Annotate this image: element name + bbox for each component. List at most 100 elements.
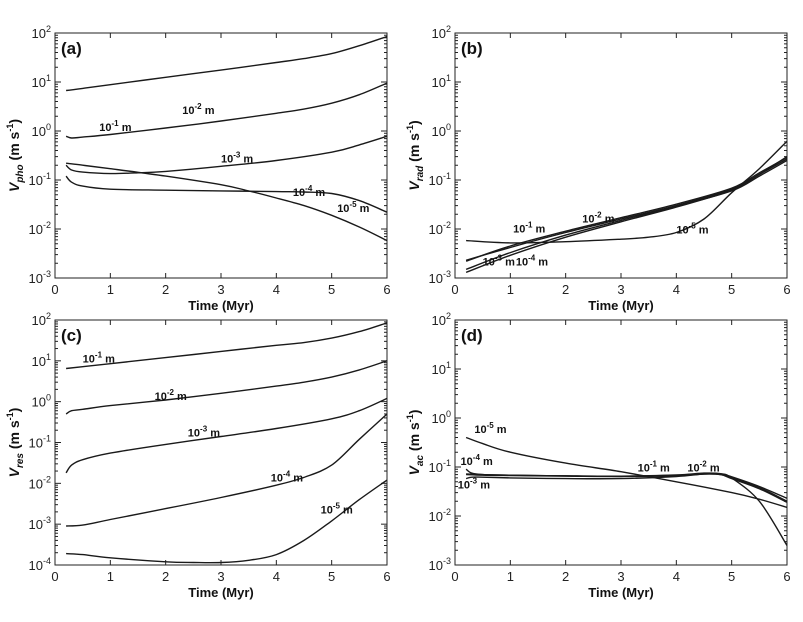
y-tick-label: 100 <box>32 122 51 139</box>
x-tick-label: 4 <box>273 282 280 297</box>
panel-2: 0 1 2 3 4 5 6 10-4 10-3 10-2 10-1 100 101 102 Time (My… <box>5 311 391 600</box>
series-label-2: 10-3 m <box>221 150 253 165</box>
series-line-2 <box>465 159 787 271</box>
series-label-3: 10-4 m <box>516 253 548 268</box>
x-axis-label: Time (Myr) <box>188 298 254 313</box>
series-label-1: 10-2 m <box>182 102 214 117</box>
x-tick-label: 5 <box>728 282 735 297</box>
x-tick-label: 5 <box>328 569 335 584</box>
x-axis-label: Time (Myr) <box>188 585 254 600</box>
x-tick-label: 1 <box>107 569 114 584</box>
series-label-4: 10-5 m <box>676 222 708 237</box>
x-tick-label: 3 <box>617 569 624 584</box>
x-tick-label: 3 <box>617 282 624 297</box>
y-tick-label: 10-1 <box>429 458 451 475</box>
x-tick-label: 6 <box>783 569 790 584</box>
series-line-4 <box>65 162 387 242</box>
x-tick-label: 2 <box>162 282 169 297</box>
y-tick-label: 101 <box>432 73 451 90</box>
y-tick-label: 102 <box>432 311 451 328</box>
x-tick-label: 0 <box>51 569 58 584</box>
y-tick-label: 100 <box>432 409 451 426</box>
y-tick-label: 100 <box>32 393 51 410</box>
series-line-1 <box>465 156 787 262</box>
x-tick-label: 6 <box>383 569 390 584</box>
series-label-2: 10-3 m <box>483 253 515 268</box>
panel-label: (a) <box>61 39 82 58</box>
y-tick-label: 10-4 <box>29 556 51 573</box>
y-tick-label: 101 <box>32 73 51 90</box>
y-tick-label: 10-2 <box>29 474 51 491</box>
x-tick-label: 6 <box>383 282 390 297</box>
x-tick-label: 1 <box>507 569 514 584</box>
series-line-0 <box>66 35 387 92</box>
series-line-1 <box>65 82 387 139</box>
y-tick-label: 101 <box>32 352 51 369</box>
y-tick-label: 10-1 <box>29 434 51 451</box>
y-tick-label: 100 <box>432 122 451 139</box>
panel-0: 0 1 2 3 4 5 6 10-3 10-2 10-1 100 101 102 Time (Myr) Vp… <box>5 24 391 313</box>
x-tick-label: 6 <box>783 282 790 297</box>
x-tick-label: 0 <box>451 569 458 584</box>
x-tick-label: 2 <box>562 569 569 584</box>
series-label-3: 10-4 m <box>293 184 325 199</box>
series-label-4: 10-5 m <box>337 200 369 215</box>
panel-3: 0 1 2 3 4 5 6 10-3 10-2 10-1 100 101 102 Time (Myr) Va… <box>405 311 791 600</box>
x-tick-label: 5 <box>728 569 735 584</box>
y-axis-label: Vres (m s-1) <box>5 408 26 478</box>
series-line-3 <box>465 468 787 546</box>
y-tick-label: 10-3 <box>429 556 451 573</box>
series-label-3: 10-4 m <box>271 470 303 485</box>
y-axis-label: Vrad (m s-1) <box>405 120 426 190</box>
y-tick-label: 101 <box>432 360 451 377</box>
x-tick-label: 2 <box>562 282 569 297</box>
x-tick-label: 0 <box>451 282 458 297</box>
y-axis-label: Vpho (m s-1) <box>5 119 26 192</box>
series-label-1: 10-2 m <box>687 460 719 475</box>
series-line-0 <box>66 322 387 370</box>
series-label-0: 10-1 m <box>638 460 670 475</box>
series-line-4 <box>466 140 787 244</box>
x-tick-label: 1 <box>507 282 514 297</box>
series-label-0: 10-1 m <box>513 220 545 235</box>
series-label-0: 10-1 m <box>99 119 131 134</box>
y-tick-label: 10-1 <box>429 171 451 188</box>
x-tick-label: 5 <box>328 282 335 297</box>
x-tick-label: 0 <box>51 282 58 297</box>
series-label-4: 10-5 m <box>474 421 506 436</box>
panel-label: (b) <box>461 39 483 58</box>
y-tick-label: 10-3 <box>429 269 451 286</box>
panel-label: (c) <box>61 326 82 345</box>
series-line-4 <box>66 479 387 564</box>
y-tick-label: 102 <box>432 24 451 41</box>
y-tick-label: 10-2 <box>29 220 51 237</box>
series-line-2 <box>465 473 787 503</box>
y-axis-label: Vac (m s-1) <box>405 410 426 476</box>
x-axis-label: Time (Myr) <box>588 585 654 600</box>
series-line-3 <box>65 175 387 213</box>
x-tick-label: 1 <box>107 282 114 297</box>
series-label-1: 10-2 m <box>155 388 187 403</box>
series-line-1 <box>65 360 387 415</box>
panel-1: 0 1 2 3 4 5 6 10-3 10-2 10-1 100 101 102 Time (Myr) Vr… <box>405 24 791 313</box>
series-label-0: 10-1 m <box>83 351 115 366</box>
plot-frame <box>454 319 788 566</box>
series-line-3 <box>465 156 787 274</box>
series-label-2: 10-3 m <box>188 425 220 440</box>
y-tick-label: 10-2 <box>429 220 451 237</box>
series-line-4 <box>465 436 787 509</box>
x-tick-label: 3 <box>217 569 224 584</box>
series-label-4: 10-5 m <box>321 502 353 517</box>
x-tick-label: 2 <box>162 569 169 584</box>
series-line-2 <box>65 135 387 175</box>
series-label-2: 10-3 m <box>458 477 490 492</box>
x-tick-label: 4 <box>273 569 280 584</box>
x-tick-label: 4 <box>673 282 680 297</box>
series-line-3 <box>66 413 387 527</box>
x-tick-label: 4 <box>673 569 680 584</box>
panel-label: (d) <box>461 326 483 345</box>
y-tick-label: 102 <box>32 24 51 41</box>
series-line-2 <box>65 397 387 474</box>
y-tick-label: 102 <box>32 311 51 328</box>
